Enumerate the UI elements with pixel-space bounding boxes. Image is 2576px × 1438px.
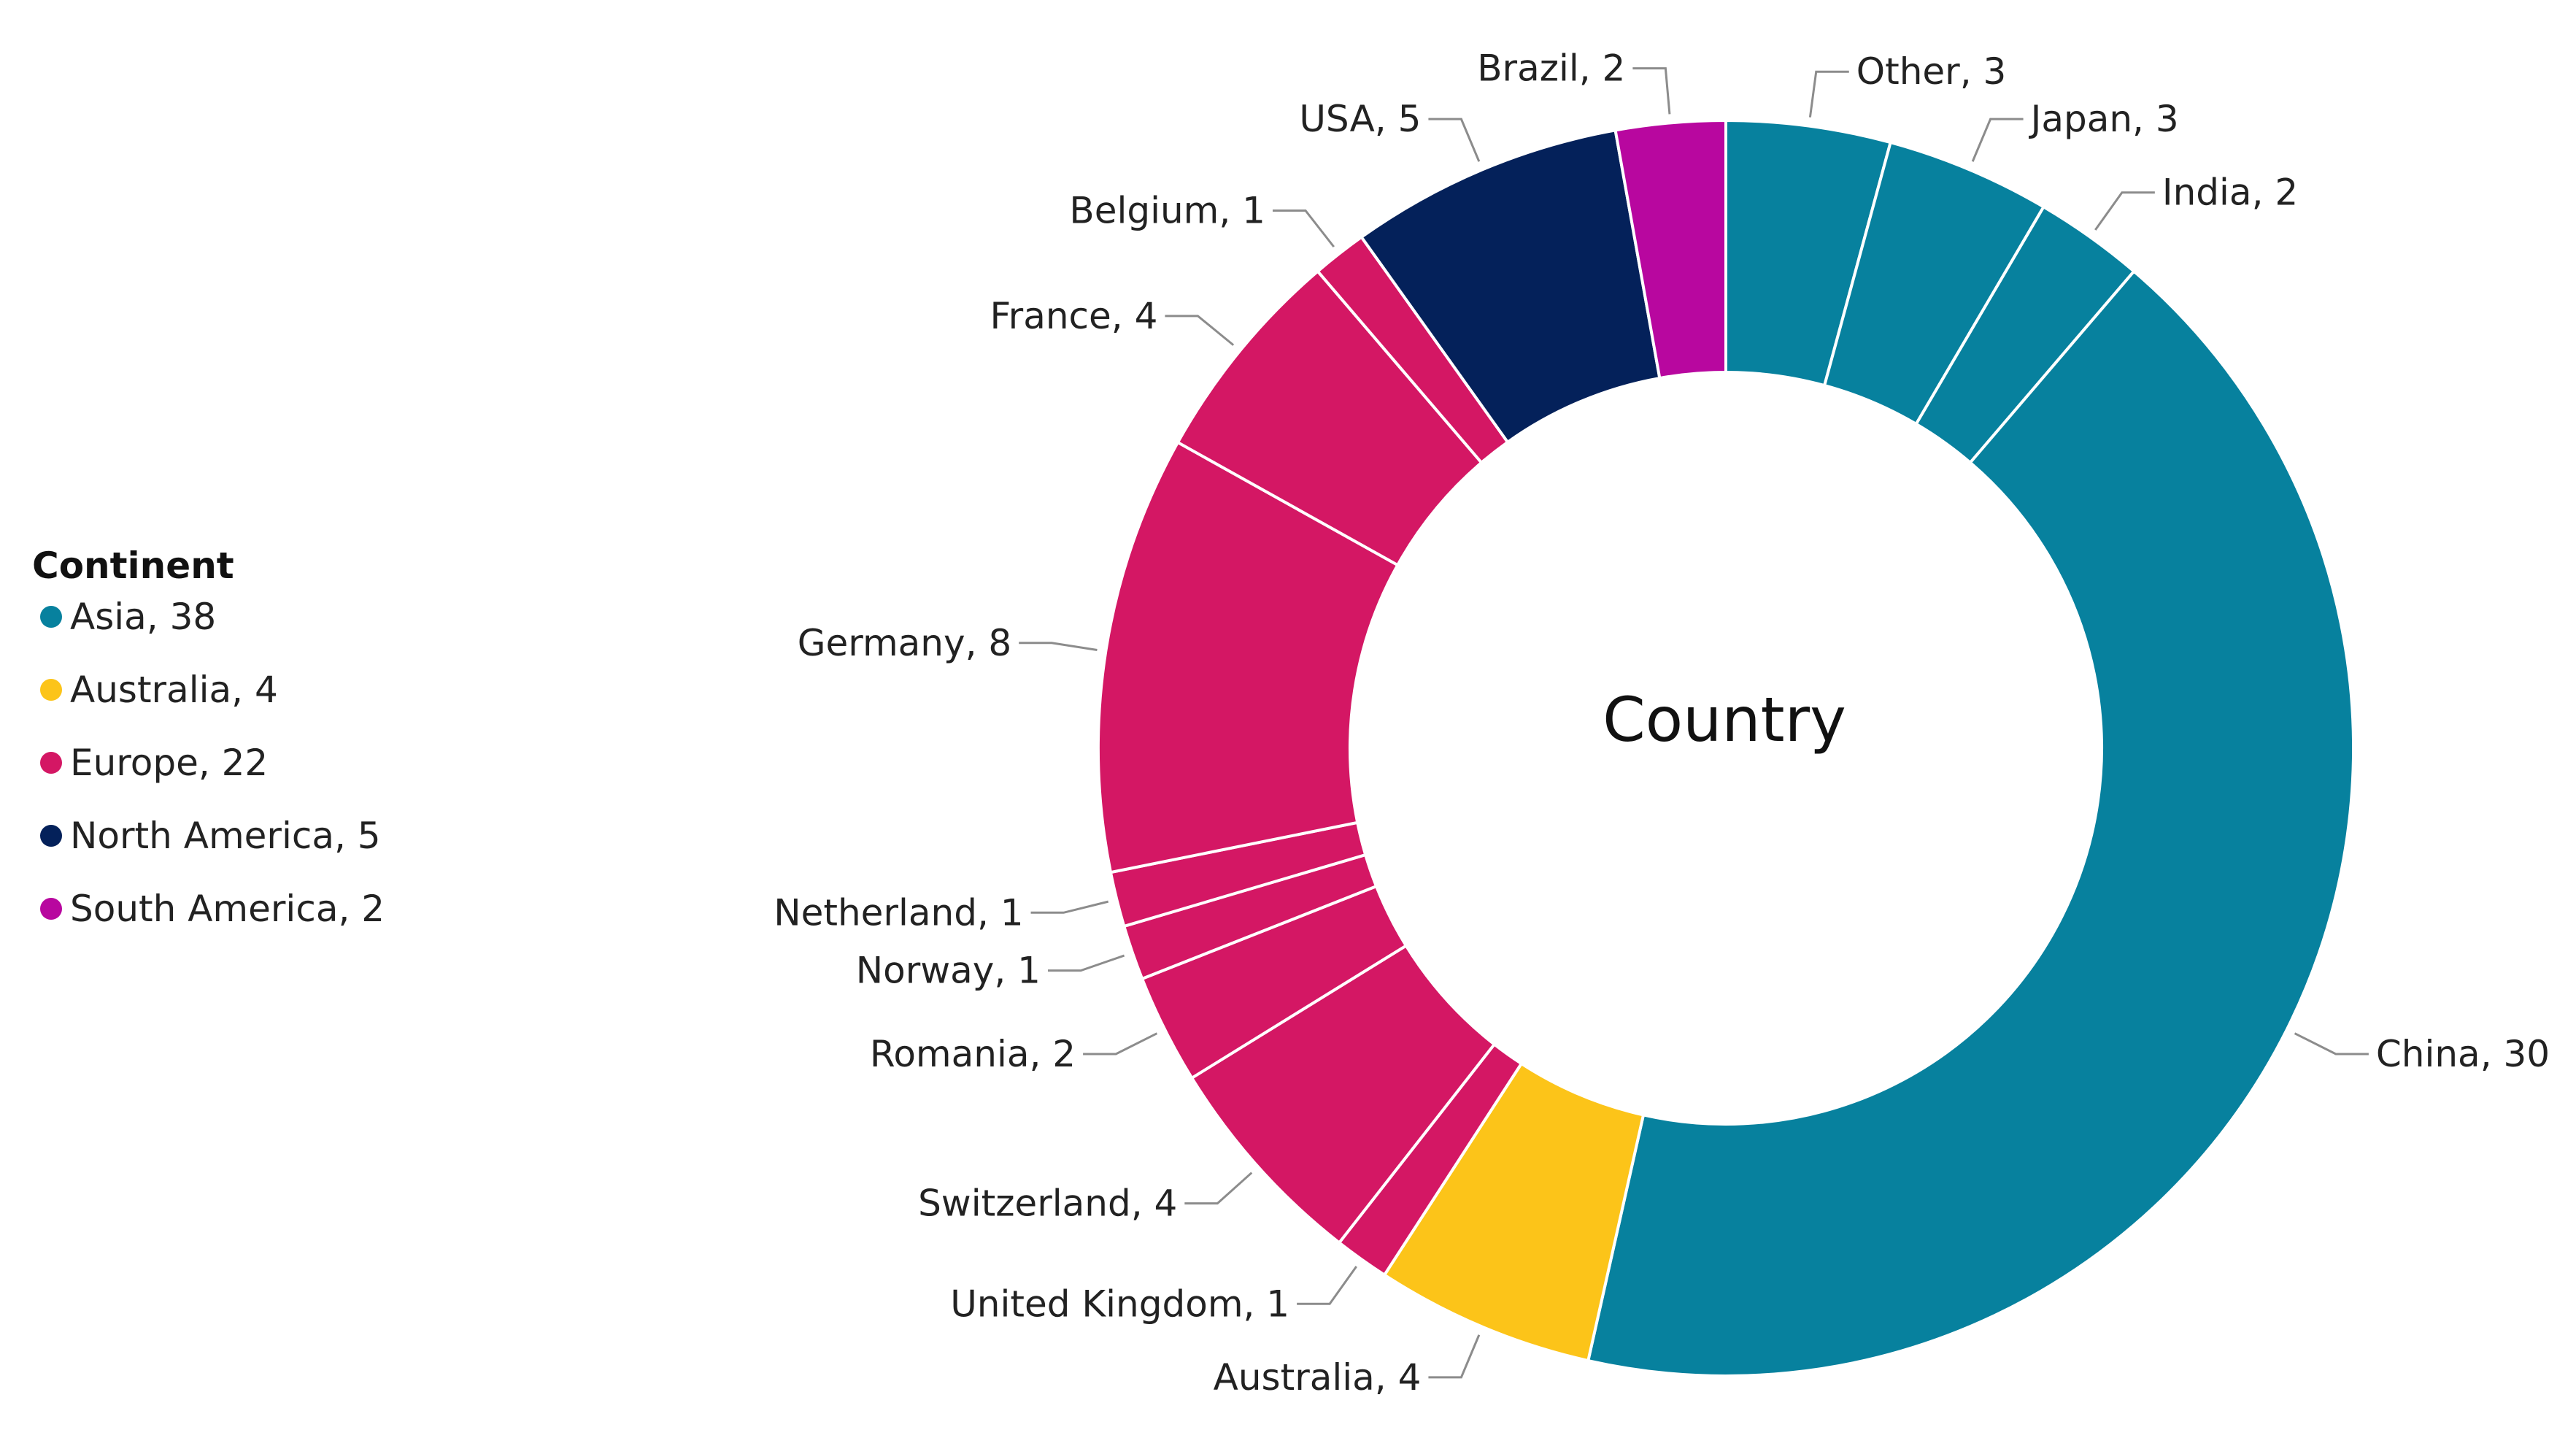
slice-germany[interactable] [1096,440,1400,874]
slice-china[interactable] [1586,269,2355,1377]
slice-label-norway: Norway, 1 [856,950,1041,992]
slice-brazil[interactable] [1613,118,1727,380]
legend-title: Continent [32,545,234,587]
slice-label-romania: Romania, 2 [870,1033,1076,1075]
slice-label-belgium: Belgium, 1 [1069,189,1265,231]
leader-line-brazil [1632,67,1671,115]
slice-label-germany: Germany, 8 [798,622,1011,664]
legend-item-asia: Asia, 38 [70,596,216,638]
slice-label-netherland: Netherland, 1 [774,891,1023,934]
legend-marker-asia [40,606,62,628]
legend-item-south-america: South America, 2 [70,888,385,930]
slice-label-china: China, 30 [2376,1033,2550,1075]
leader-line-other [1808,70,1849,118]
slice-label-other: Other, 3 [1856,50,2007,93]
legend-marker-australia [40,679,62,701]
slice-labels: Other, 3 Japan, 3 India, 2 China, 30 Austral… [774,47,2550,1399]
leader-line-india [2094,191,2155,231]
leader-line-japan [1971,118,2024,162]
leader-lines [1019,67,2369,1379]
slice-label-france: France, 4 [990,295,1158,337]
leader-line-germany [1019,642,1098,651]
slice-label-united-kingdom: United Kingdom, 1 [950,1283,1289,1325]
leader-line-china [2294,1032,2369,1056]
legend-marker-south-america [40,898,62,920]
slice-label-usa: USA, 5 [1299,98,1421,140]
slice-label-brazil: Brazil, 2 [1477,47,1625,90]
slice-label-india: India, 2 [2162,172,2298,214]
leader-line-belgium [1272,209,1335,248]
leader-line-norway [1048,954,1125,972]
leader-line-usa [1428,118,1481,162]
legend-item-north-america: North America, 5 [70,815,381,857]
legend-item-australia: Australia, 4 [70,669,278,711]
leader-line-australia [1428,1334,1481,1379]
leader-line-netherland [1030,900,1109,914]
donut-slices [1096,118,2355,1377]
leader-line-switzerland [1184,1172,1253,1205]
slice-label-australia: Australia, 4 [1214,1356,1422,1399]
leader-line-romania [1083,1032,1158,1056]
legend: Continent Asia, 38 Australia, 4 Europe, 22… [32,545,385,930]
legend-marker-europe [40,752,62,774]
leader-line-united-kingdom [1297,1266,1357,1305]
legend-item-europe: Europe, 22 [70,742,268,784]
center-label: Country [1603,684,1846,755]
slice-label-switzerland: Switzerland, 4 [918,1183,1177,1225]
legend-marker-north-america [40,825,62,847]
leader-line-france [1165,315,1235,346]
slice-label-japan: Japan, 3 [2029,98,2179,140]
